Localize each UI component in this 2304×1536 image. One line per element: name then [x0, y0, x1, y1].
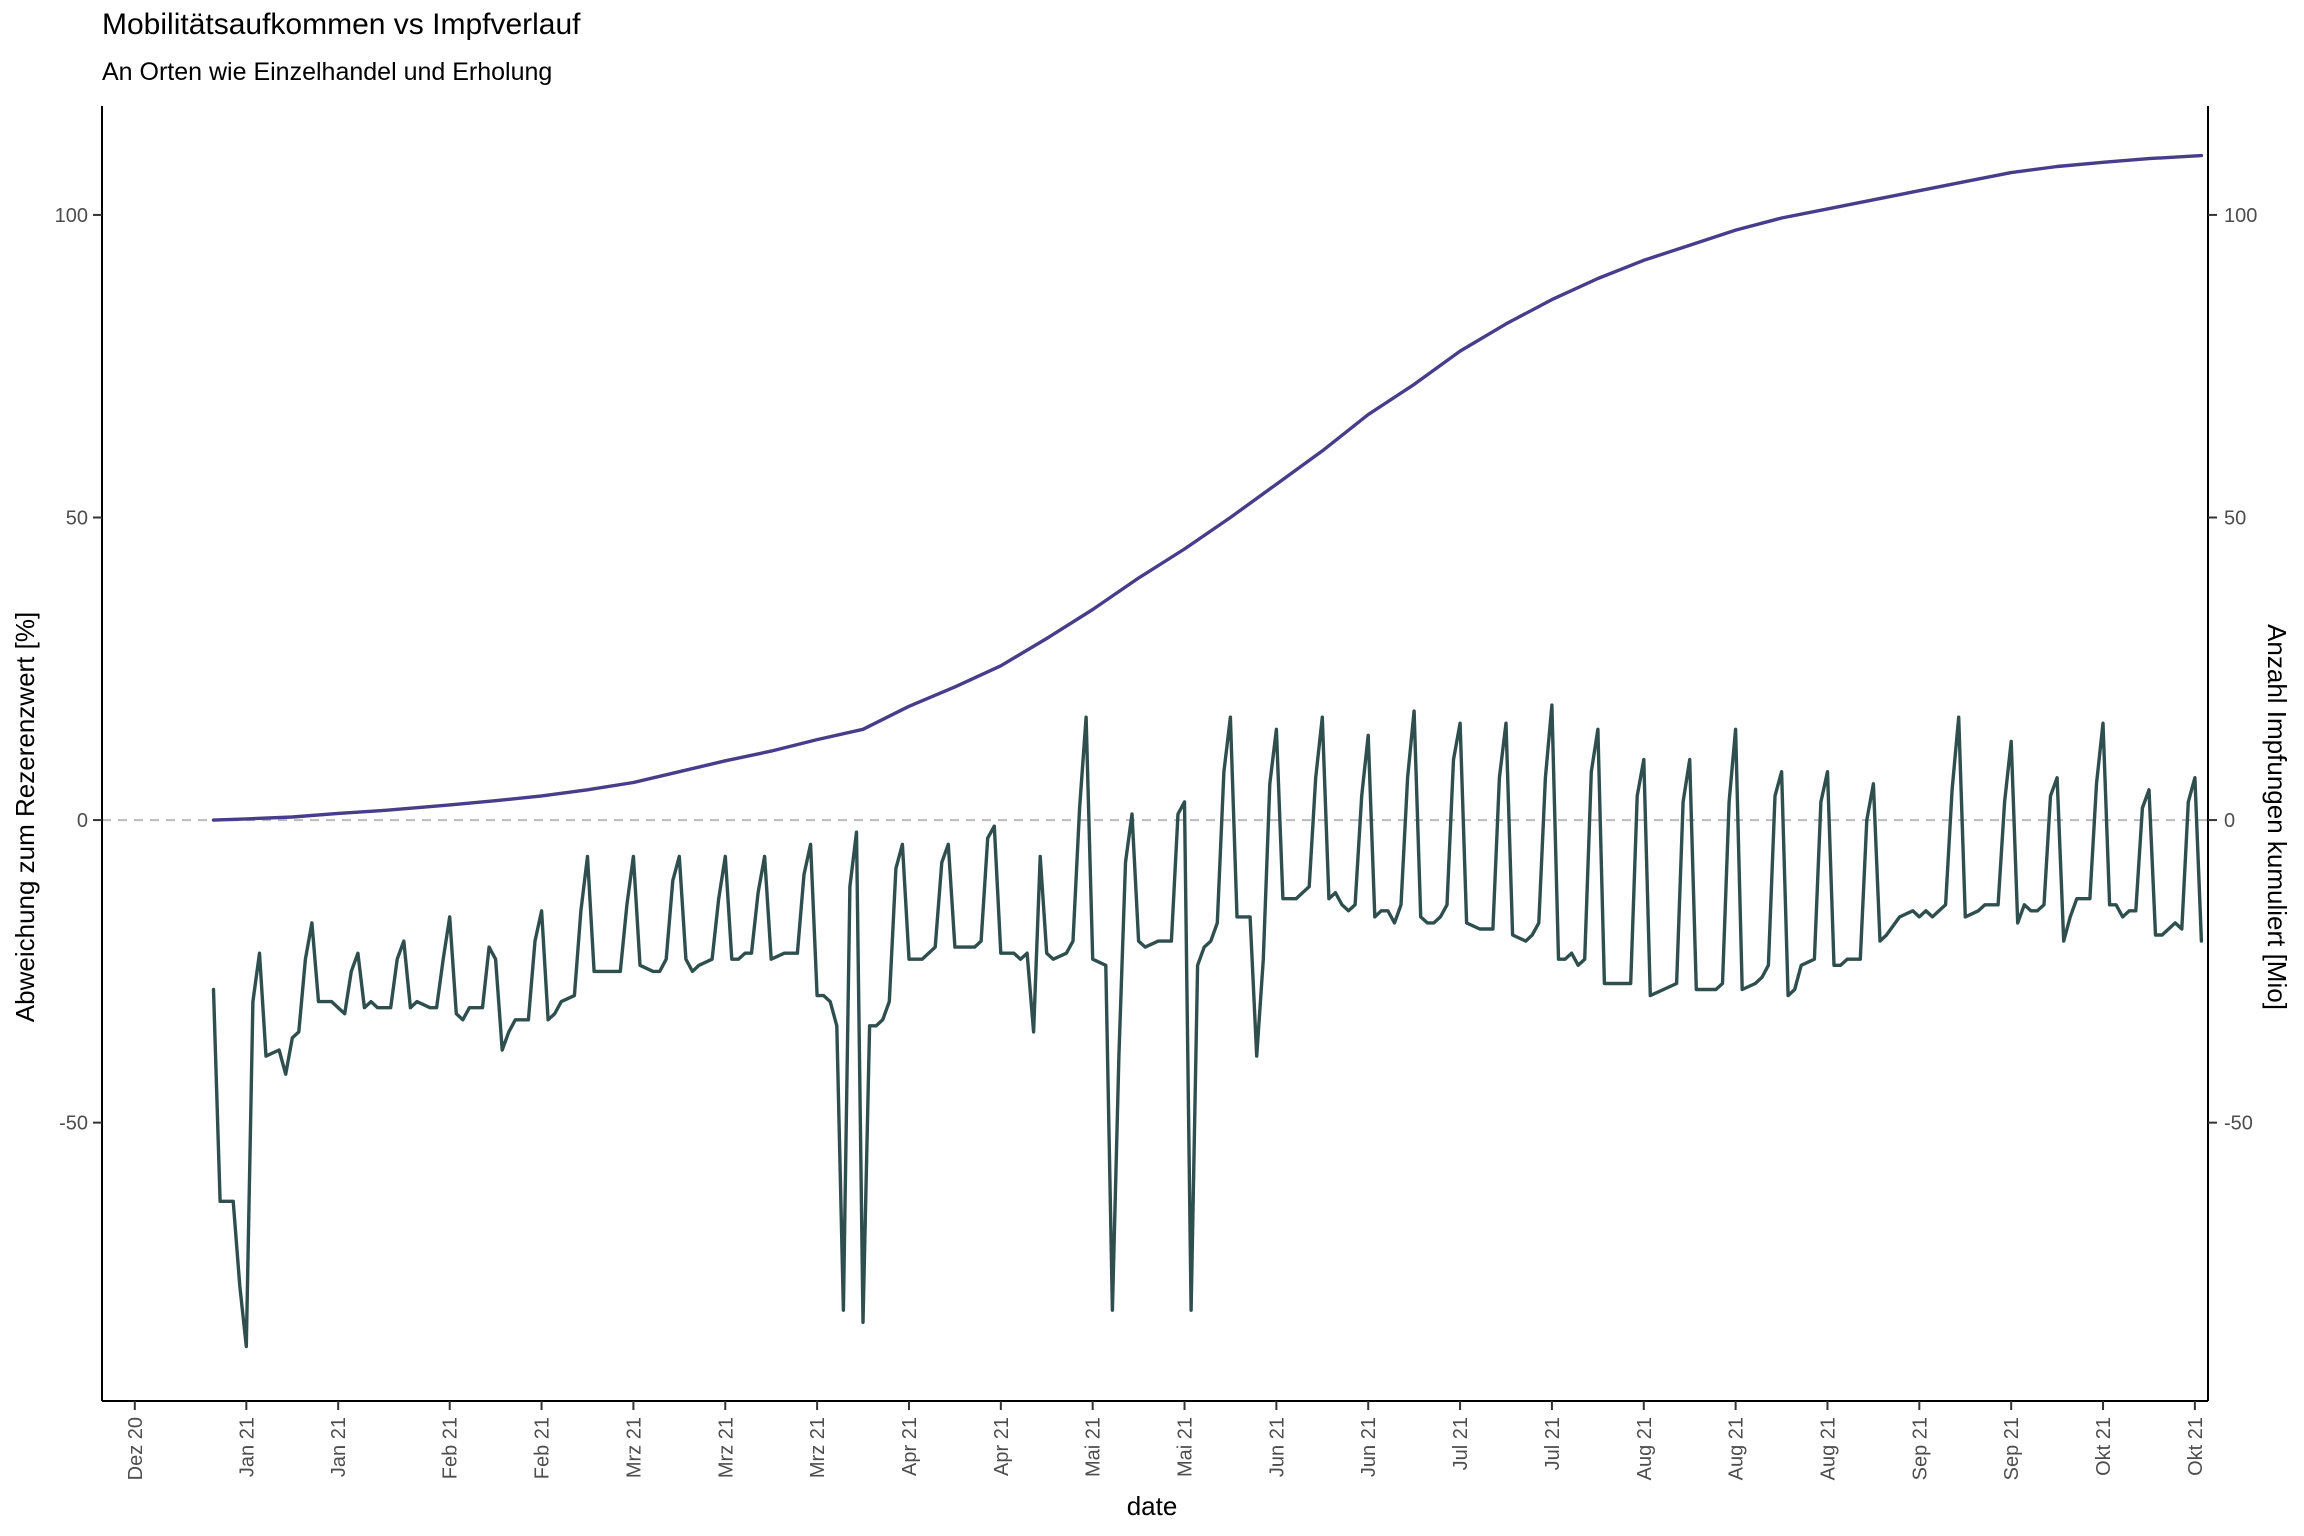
- x-tick-label: Jun 21: [1266, 1417, 1288, 1477]
- x-tick-label: Sep 21: [1909, 1417, 1931, 1480]
- y-tick-label: 100: [55, 205, 88, 227]
- x-tick-label: Jun 21: [1358, 1417, 1380, 1477]
- x-tick-label: Apr 21: [899, 1417, 921, 1476]
- x-tick-label: Feb 21: [532, 1417, 554, 1479]
- x-tick-label: Aug 21: [1817, 1417, 1839, 1480]
- x-tick-label: Okt 21: [2093, 1417, 2115, 1476]
- x-tick-label: Dez 20: [125, 1417, 147, 1480]
- y-tick-label: -50: [59, 1113, 88, 1135]
- x-tick-label: Okt 21: [2185, 1417, 2207, 1476]
- x-tick-label: Mrz 21: [715, 1417, 737, 1478]
- x-tick-label: Mrz 21: [623, 1417, 645, 1478]
- x-tick-label: Jan 21: [236, 1417, 258, 1477]
- x-axis-title: date: [1127, 1491, 1178, 1521]
- x-tick-label: Apr 21: [991, 1417, 1013, 1476]
- chart-subtitle: An Orten wie Einzelhandel und Erholung: [102, 58, 553, 86]
- y2-tick-label: 100: [2224, 205, 2257, 227]
- chart-title: Mobilitätsaufkommen vs Impfverlauf: [102, 8, 581, 41]
- y-tick-label: 50: [66, 507, 88, 529]
- y2-tick-label: 50: [2224, 507, 2246, 529]
- mobility-line: [211, 703, 2204, 1349]
- y2-tick-label: -50: [2224, 1113, 2253, 1135]
- x-tick-label: Jan 21: [328, 1417, 350, 1477]
- x-tick-label: Mai 21: [1175, 1417, 1197, 1477]
- y-axis-title: Abweichung zum Rezerenzwert [%]: [10, 612, 40, 1022]
- y2-axis-title: Anzahl Impfungen kumuliert [Mio]: [2262, 624, 2292, 1010]
- x-tick-label: Feb 21: [440, 1417, 462, 1479]
- x-tick-label: Jul 21: [1450, 1417, 1472, 1470]
- x-tick-label: Mai 21: [1083, 1417, 1105, 1477]
- x-tick-label: Jul 21: [1542, 1417, 1564, 1470]
- vaccination-line: [211, 153, 2204, 822]
- x-tick-label: Aug 21: [1634, 1417, 1656, 1480]
- y-tick-label: 0: [77, 810, 88, 832]
- y2-tick-label: 0: [2224, 810, 2235, 832]
- x-tick-label: Sep 21: [2001, 1417, 2023, 1480]
- x-tick-label: Aug 21: [1726, 1417, 1748, 1480]
- x-tick-label: Mrz 21: [807, 1417, 829, 1478]
